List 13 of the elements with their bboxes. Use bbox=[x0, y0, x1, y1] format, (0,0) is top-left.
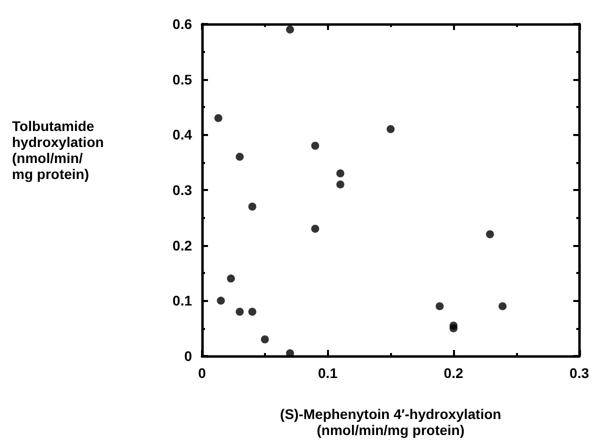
x-tick-label: 0 bbox=[198, 365, 206, 381]
x-tick-label: 0.3 bbox=[570, 365, 590, 381]
y-tick-label: 0.3 bbox=[172, 182, 192, 198]
y-axis-title: Tolbutamide hydroxylation (nmol/min/ mg protein) bbox=[12, 118, 104, 182]
x-axis-title: (S)-Mephenytoin 4′-hydroxylation (nmol/min/mg protein) bbox=[280, 406, 502, 438]
y-tick-label: 0.6 bbox=[172, 16, 192, 32]
y-tick-label: 0.2 bbox=[172, 237, 192, 254]
y-tick-label: 0.5 bbox=[172, 71, 192, 88]
x-tick-label: 0.2 bbox=[444, 365, 464, 381]
y-tick-label: 0.1 bbox=[172, 292, 192, 309]
y-tick-label: 0 bbox=[184, 348, 192, 364]
y-tick-label: 0.4 bbox=[172, 126, 192, 143]
x-tick-label: 0.1 bbox=[318, 365, 338, 381]
